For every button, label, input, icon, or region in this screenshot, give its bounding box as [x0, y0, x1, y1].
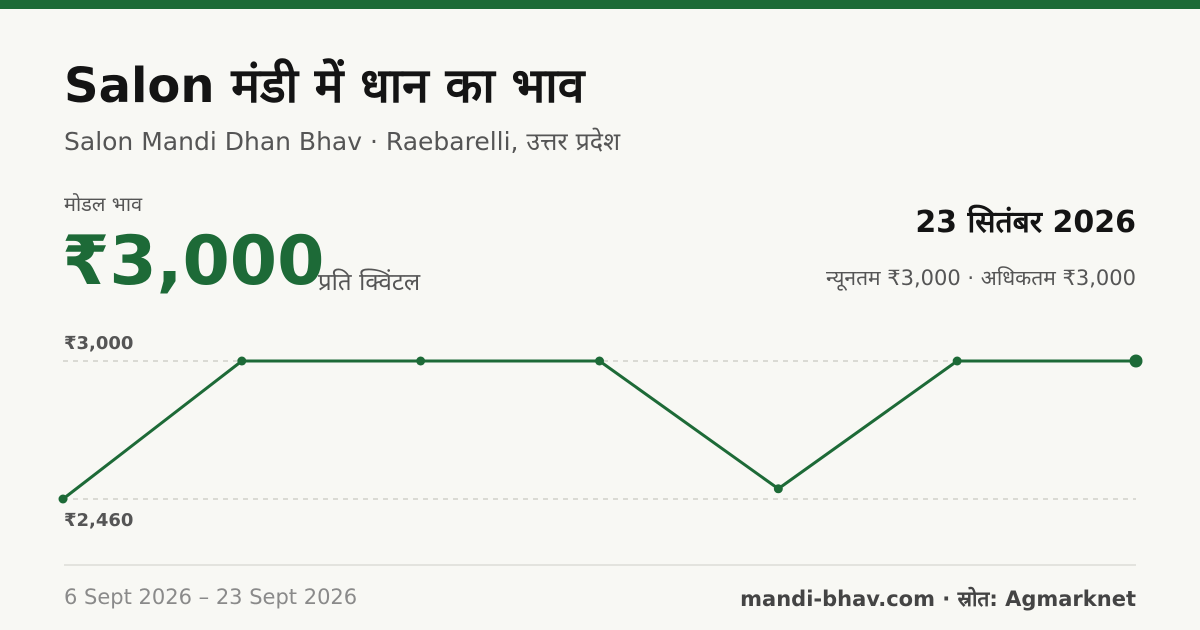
line: [62, 359, 1136, 501]
modal-price: ₹3,000: [62, 222, 325, 301]
point: [237, 356, 247, 366]
source: mandi-bhav.com · स्रोत: Agmarknet: [740, 587, 1136, 611]
period: 6 Sept 2026 – 23 Sept 2026: [64, 585, 358, 609]
point: [58, 494, 68, 504]
point: [952, 356, 962, 366]
point: [1129, 354, 1143, 368]
title: Salon मंडी में धान का भाव: [64, 58, 585, 114]
point: [416, 356, 426, 366]
date: 23 सितंबर 2026: [915, 205, 1136, 240]
y-tick-label: ₹2,460: [64, 510, 133, 531]
y-tick-label: ₹3,000: [64, 333, 133, 354]
point: [595, 356, 604, 366]
point: [773, 484, 783, 494]
top-bar: [0, 0, 1200, 9]
price-range: न्यूनतम ₹3,000 · अधिकतम ₹3,000: [826, 266, 1136, 290]
modal-label: मोडल भाव: [64, 192, 143, 216]
subtitle: Salon Mandi Dhan Bhav · Raebarelli, उत्त…: [64, 127, 621, 156]
unit: प्रति क्विंटल: [318, 268, 421, 296]
